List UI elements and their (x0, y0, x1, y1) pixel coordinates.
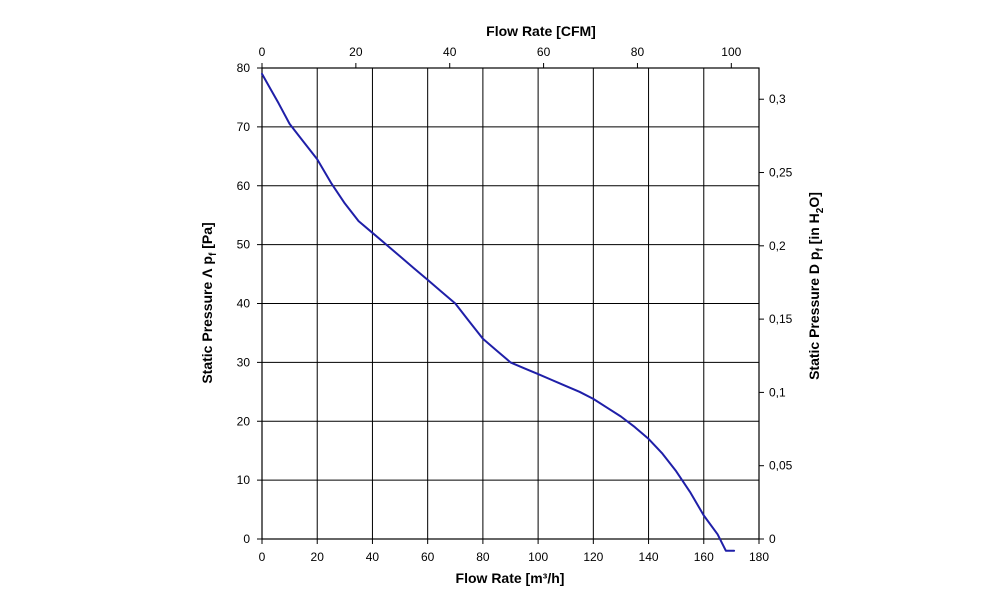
top-tick-label: 60 (537, 45, 551, 59)
left-tick-label: 10 (237, 473, 251, 487)
bottom-tick-label: 160 (694, 550, 714, 564)
right-axis-ticks: 0 0,05 0,1 0,15 0,2 0,25 0,3 (759, 92, 793, 546)
bottom-tick-label: 60 (421, 550, 435, 564)
bottom-axis-title: Flow Rate [m³/h] (456, 570, 565, 586)
top-tick-label: 20 (349, 45, 363, 59)
right-axis-title-subscript: f (815, 248, 826, 252)
bottom-tick-label: 180 (749, 550, 769, 564)
right-tick-label: 0,25 (769, 166, 793, 180)
left-axis-ticks: 0 10 20 30 40 50 60 70 80 (237, 61, 262, 546)
series-layer (261, 72, 736, 552)
bottom-tick-label: 100 (528, 550, 548, 564)
bottom-tick-label: 120 (583, 550, 603, 564)
bottom-tick-label: 0 (259, 550, 266, 564)
right-tick-label: 0,1 (769, 385, 786, 399)
bottom-tick-label: 80 (476, 550, 490, 564)
bottom-tick-label: 140 (639, 550, 659, 564)
top-tick-label: 40 (443, 45, 457, 59)
left-tick-label: 0 (243, 532, 250, 546)
right-axis-title-main: Static Pressure D p (806, 252, 822, 380)
right-tick-label: 0,05 (769, 459, 793, 473)
left-tick-label: 20 (237, 414, 251, 428)
series-line (261, 72, 736, 552)
left-tick-label: 40 (237, 297, 251, 311)
right-axis-title: Static Pressure D pf [in H2O] (806, 192, 826, 380)
top-tick-label: 0 (259, 45, 266, 59)
left-tick-label: 60 (237, 179, 251, 193)
left-axis-title-subscript: f (208, 252, 219, 256)
right-tick-label: 0,3 (769, 92, 786, 106)
left-axis-title-main: Static Pressure Λ p (199, 256, 215, 384)
right-tick-label: 0,2 (769, 239, 786, 253)
left-tick-label: 50 (237, 238, 251, 252)
top-tick-label: 80 (631, 45, 645, 59)
left-tick-label: 70 (237, 120, 251, 134)
top-tick-label: 100 (721, 45, 741, 59)
bottom-axis-ticks: 0 20 40 60 80 100 120 140 160 180 (259, 539, 769, 564)
top-axis-title: Flow Rate [CFM] (486, 23, 596, 39)
right-axis-title-unit-end: O] (806, 192, 822, 208)
right-tick-label: 0 (769, 532, 776, 546)
left-axis-title: Static Pressure Λ pf [Pa] (199, 222, 219, 383)
left-tick-label: 30 (237, 355, 251, 369)
top-axis-ticks: 0 20 40 60 80 100 (259, 45, 742, 68)
bottom-tick-label: 40 (366, 550, 380, 564)
bottom-tick-label: 20 (311, 550, 325, 564)
right-axis-title-unit: [in H (806, 213, 822, 248)
left-axis-title-unit: [Pa] (199, 222, 215, 252)
right-tick-label: 0,15 (769, 312, 793, 326)
right-axis-title-unit-subscript: 2 (815, 207, 826, 213)
left-tick-label: 80 (237, 61, 251, 75)
